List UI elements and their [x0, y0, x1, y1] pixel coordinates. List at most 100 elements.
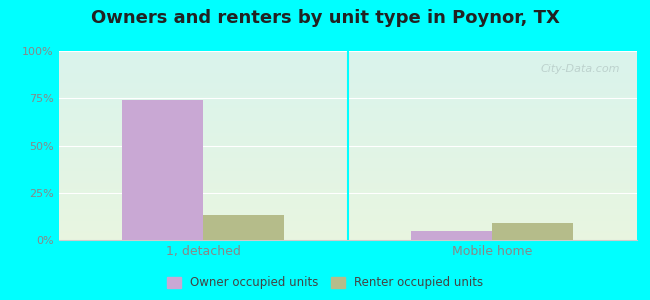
Bar	[58, 136, 637, 137]
Bar	[58, 67, 637, 68]
Bar	[58, 228, 637, 229]
Bar	[58, 236, 637, 237]
Bar	[58, 221, 637, 222]
Bar	[58, 160, 637, 161]
Bar	[58, 162, 637, 163]
Bar	[58, 140, 637, 141]
Bar	[58, 74, 637, 75]
Bar	[58, 76, 637, 77]
Bar	[58, 190, 637, 191]
Bar	[58, 171, 637, 172]
Bar	[58, 124, 637, 125]
Bar	[58, 205, 637, 206]
Bar	[58, 185, 637, 186]
Bar	[58, 81, 637, 82]
Bar	[58, 155, 637, 156]
Bar	[58, 217, 637, 218]
Bar	[58, 151, 637, 152]
Bar	[58, 62, 637, 63]
Bar	[58, 135, 637, 136]
Bar	[58, 158, 637, 159]
Bar	[58, 131, 637, 132]
Bar	[58, 128, 637, 129]
Bar	[58, 208, 637, 209]
Bar	[58, 179, 637, 181]
Bar	[58, 223, 637, 224]
Bar	[58, 56, 637, 57]
Bar	[58, 230, 637, 232]
Bar	[58, 175, 637, 176]
Bar	[58, 173, 637, 174]
Bar	[58, 100, 637, 101]
Bar	[58, 227, 637, 228]
Bar	[58, 186, 637, 187]
Bar	[58, 149, 637, 150]
Bar	[58, 201, 637, 202]
Bar	[58, 218, 637, 219]
Bar	[58, 63, 637, 64]
Bar	[58, 142, 637, 143]
Bar	[493, 223, 573, 240]
Bar	[58, 206, 637, 207]
Bar	[58, 189, 637, 190]
Bar	[58, 144, 637, 145]
Bar	[58, 196, 637, 197]
Bar	[58, 102, 637, 103]
Bar	[58, 132, 637, 133]
Bar	[58, 101, 637, 102]
Bar	[58, 90, 637, 91]
Bar	[58, 141, 637, 142]
Bar	[58, 70, 637, 71]
Bar	[58, 143, 637, 144]
Bar	[58, 178, 637, 179]
Bar	[58, 104, 637, 105]
Bar	[58, 213, 637, 214]
Text: City-Data.com: City-Data.com	[540, 64, 619, 74]
Bar	[58, 203, 637, 204]
Bar	[58, 96, 637, 97]
Bar	[58, 112, 637, 113]
Bar	[58, 92, 637, 93]
Bar	[58, 119, 637, 120]
Bar	[58, 69, 637, 70]
Bar	[58, 80, 637, 81]
Bar	[58, 116, 637, 117]
Bar	[58, 85, 637, 86]
Bar	[58, 54, 637, 55]
Bar	[58, 79, 637, 80]
Bar	[58, 78, 637, 79]
Bar	[58, 86, 637, 87]
Bar	[58, 169, 637, 170]
Bar	[58, 51, 637, 52]
Bar	[58, 53, 637, 54]
Bar	[58, 71, 637, 72]
Bar	[58, 237, 637, 238]
Bar	[58, 134, 637, 135]
Bar	[58, 91, 637, 92]
Bar	[58, 83, 637, 84]
Bar	[58, 93, 637, 94]
Bar	[58, 105, 637, 106]
Bar	[58, 167, 637, 168]
Bar	[58, 193, 637, 194]
Bar	[58, 239, 637, 240]
Bar	[58, 61, 637, 62]
Bar	[58, 89, 637, 90]
Bar	[58, 94, 637, 95]
Bar	[58, 168, 637, 169]
Bar	[58, 159, 637, 160]
Bar	[58, 66, 637, 67]
Bar	[58, 153, 637, 154]
Bar	[58, 145, 637, 146]
Bar	[58, 58, 637, 59]
Bar	[58, 209, 637, 210]
Bar	[58, 233, 637, 234]
Bar	[58, 113, 637, 114]
Bar	[58, 95, 637, 96]
Bar	[58, 150, 637, 151]
Bar	[58, 182, 637, 183]
Bar	[58, 224, 637, 225]
Bar	[58, 188, 637, 189]
Bar	[58, 197, 637, 198]
Bar	[58, 172, 637, 173]
